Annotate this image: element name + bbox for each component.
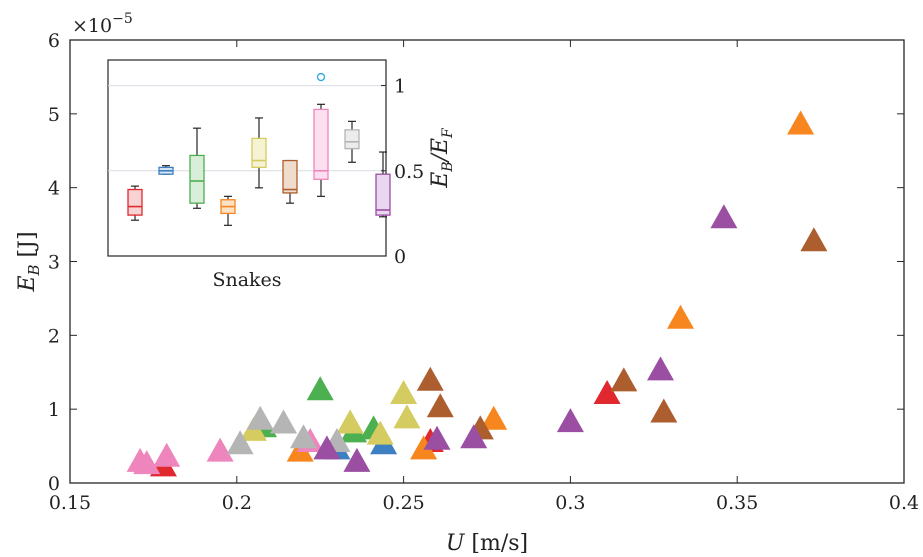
y-axis-symbol: E [15, 275, 40, 292]
y-tick-label: 6 [48, 30, 60, 52]
data-point-triangle [393, 404, 421, 429]
x-tick-label: 0.35 [716, 492, 758, 514]
box [375, 173, 391, 216]
inset-y-denominator: /E [428, 138, 453, 163]
data-point-triangle [667, 304, 694, 329]
inset-y-denominator-subscript: F [440, 127, 456, 139]
inset-y-symbol: E [428, 172, 453, 189]
data-point-triangle [480, 405, 508, 430]
data-point-triangle [593, 380, 621, 404]
data-point-triangle [133, 450, 161, 475]
main-plot: 0.15 0.2 0.25 0.3 0.35 0.4 0 1 2 3 4 5 6 ×10−5 U [m/s]… [15, 11, 919, 556]
y-tick-label: 4 [48, 178, 60, 200]
x-tick-label: 0.15 [49, 492, 91, 514]
data-point-triangle [390, 380, 418, 404]
data-point-triangle [226, 430, 254, 455]
x-tick-label: 0.3 [555, 492, 585, 514]
y-exponent-label: ×10−5 [72, 11, 133, 37]
data-point-triangle [270, 409, 297, 434]
data-point-triangle [416, 366, 444, 391]
box [127, 188, 143, 216]
data-point-triangle [426, 393, 454, 418]
y-tick-label: 3 [48, 252, 60, 274]
y-tick-label: 2 [48, 325, 60, 347]
data-point-triangle [343, 447, 371, 472]
box-outlier [316, 72, 326, 82]
box [251, 137, 267, 169]
x-tick-label: 0.4 [889, 492, 919, 514]
data-point-triangle [306, 376, 334, 401]
inset-y-tick-label: 1 [394, 76, 406, 98]
data-point-triangle [336, 409, 364, 434]
y-tick-label: 1 [48, 399, 60, 421]
data-point-triangle [610, 367, 638, 392]
data-point-triangle [366, 420, 394, 445]
data-point-triangle [650, 398, 678, 423]
data-point-triangle [556, 408, 584, 433]
data-point-triangle [800, 227, 828, 252]
data-point-triangle [153, 442, 181, 467]
inset-x-axis-label: Snakes [212, 269, 281, 291]
inset-y-tick-label: 0 [394, 246, 406, 268]
data-point-triangle [246, 405, 274, 430]
data-point-triangle [787, 110, 815, 135]
x-axis-symbol: U [446, 531, 466, 556]
inset-y-axis-label: EB/EF [428, 127, 456, 189]
inset-y-subscript: B [440, 161, 456, 172]
x-axis-unit: [m/s] [464, 531, 528, 556]
y-axis-unit: [J] [15, 231, 40, 264]
x-axis-label: U [m/s] [446, 531, 528, 556]
data-point-triangle [313, 435, 341, 460]
x-tick-label: 0.2 [222, 492, 252, 514]
y-exponent-base: ×10 [72, 15, 112, 37]
y-tick-label: 5 [48, 104, 60, 126]
data-point-triangle [290, 424, 317, 449]
box [313, 108, 329, 180]
data-point-triangle [710, 204, 738, 229]
data-point-triangle [647, 356, 674, 381]
data-point-triangle [460, 424, 488, 449]
box [189, 154, 205, 204]
box [344, 129, 360, 150]
data-point-triangle [410, 435, 438, 460]
box [282, 159, 298, 194]
inset-boxplot: 0 0.5 1 Snakes EB/EF [107, 59, 456, 291]
inset-y-tick-label: 0.5 [394, 161, 424, 183]
data-point-triangle [206, 437, 234, 462]
data-point-triangle [423, 425, 451, 450]
y-tick-label: 0 [48, 473, 60, 495]
y-exponent-power: −5 [112, 11, 133, 27]
y-axis-subscript: B [25, 264, 43, 276]
y-axis-label: EB [J] [15, 231, 43, 292]
inset-frame [107, 59, 387, 257]
x-tick-label: 0.25 [382, 492, 424, 514]
